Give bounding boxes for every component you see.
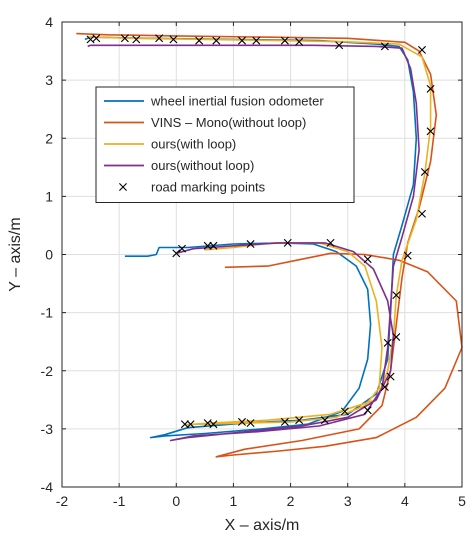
road-marking-point (320, 416, 329, 425)
y-axis-label: Y – axis/m (7, 217, 24, 291)
legend-entry: wheel inertial fusion odometer (150, 94, 324, 109)
road-marking-point (392, 333, 401, 342)
road-marking-point (252, 36, 261, 45)
ticks: -2 -1 0 1 2 3 4 5 -4 -3 -2 -1 0 1 2 3 4 (41, 14, 467, 509)
road-marking-point (280, 417, 289, 426)
legend-entry: road marking points (151, 180, 266, 195)
legend-entry: ours(with loop) (151, 137, 236, 152)
x-tick-label: 1 (230, 493, 238, 509)
legend-marker (119, 183, 127, 191)
road-marking-point (132, 35, 141, 44)
series-line-2 (87, 36, 432, 426)
road-marking-point (383, 338, 392, 347)
road-marking-point (212, 36, 221, 45)
y-tick-label: 2 (45, 130, 53, 146)
road-marking-point (195, 36, 204, 45)
road-marking-point (418, 45, 426, 54)
x-tick-label: 0 (172, 493, 180, 509)
road-marking-point (209, 241, 218, 250)
plot-area (76, 32, 463, 458)
road-marking-point (403, 251, 412, 260)
road-marking-point (295, 37, 304, 46)
road-marking-point (178, 244, 186, 253)
road-marking-point (326, 238, 335, 247)
road-marking-point (283, 238, 292, 247)
road-marking-point (92, 34, 101, 43)
road-marking-point (180, 420, 189, 429)
series-line-3 (87, 44, 420, 442)
x-tick-label: 2 (287, 493, 295, 509)
road-marking-point (418, 209, 426, 218)
road-marking-point (120, 34, 129, 43)
x-tick-label: -2 (56, 493, 69, 509)
x-tick-label: 3 (344, 493, 352, 509)
road-marking-point (335, 41, 344, 50)
road-marking-point (363, 255, 372, 264)
road-marking-point (169, 35, 178, 44)
y-tick-label: -2 (41, 363, 54, 379)
road-marking-point (295, 416, 304, 425)
road-marking-point (386, 372, 395, 381)
x-axis-label: X – axis/m (225, 517, 300, 534)
x-tick-label: -1 (113, 493, 126, 509)
y-tick-label: -1 (41, 305, 54, 321)
road-marking-point (238, 36, 246, 45)
y-tick-label: -4 (41, 479, 54, 495)
road-marking-point (186, 420, 195, 429)
y-tick-label: 1 (45, 188, 53, 204)
road-marking-point (280, 36, 289, 45)
y-tick-label: 0 (45, 247, 53, 263)
road-marking-point (420, 167, 429, 176)
road-marking-point (340, 407, 349, 416)
y-tick-label: 4 (45, 14, 53, 30)
road-marking-point (203, 419, 212, 428)
road-marking-point (426, 84, 435, 93)
y-tick-label: -3 (41, 421, 54, 437)
x-tick-label: 5 (458, 493, 466, 509)
road-marking-point (426, 127, 435, 136)
road-marking-point (380, 383, 389, 392)
road-marking-point (380, 42, 389, 51)
x-tick-label: 4 (401, 493, 409, 509)
series-line-1 (76, 32, 463, 458)
y-tick-label: 3 (45, 72, 53, 88)
legend-entry: VINS – Mono(without loop) (151, 115, 306, 130)
road-marking-point (238, 417, 246, 426)
road-marking-point (392, 291, 401, 300)
road-marking-point (155, 34, 164, 43)
road-marking-point (363, 406, 372, 415)
legend: wheel inertial fusion odometer VINS – Mon… (95, 86, 355, 203)
legend-entry: ours(without loop) (151, 158, 254, 173)
series-layer (76, 32, 463, 458)
road-marking-point (246, 240, 255, 249)
road-marking-point (172, 249, 181, 258)
road-marking-point (246, 419, 255, 428)
road-marking-point (203, 241, 212, 250)
